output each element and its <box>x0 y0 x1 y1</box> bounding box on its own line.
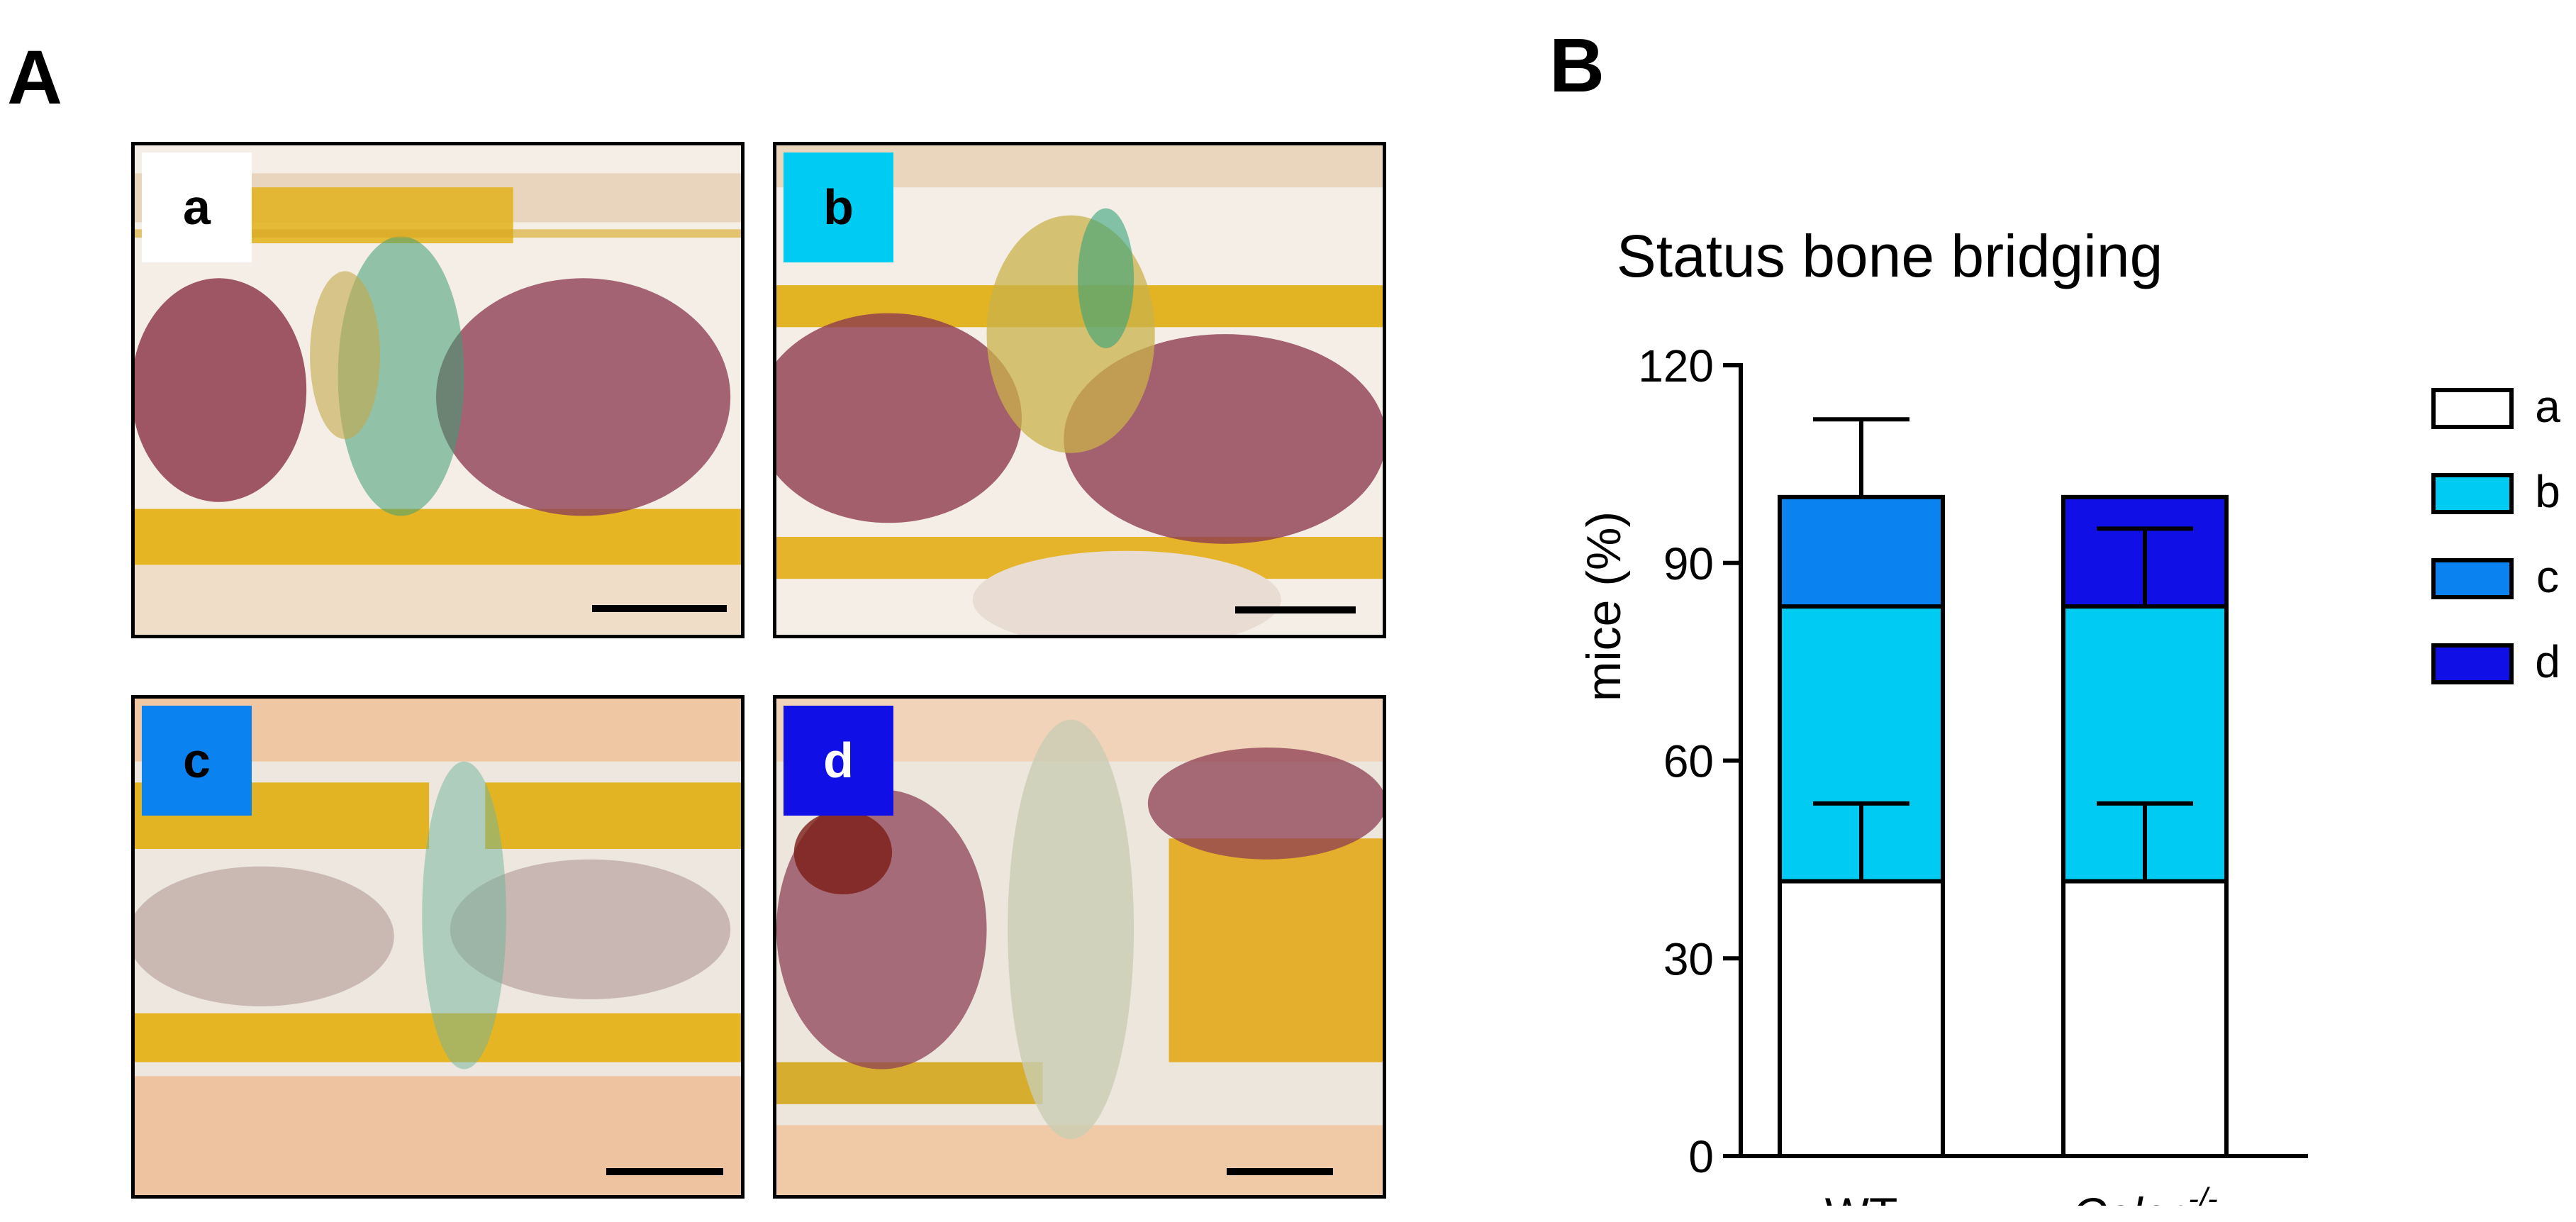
error-bars <box>1813 417 2193 882</box>
micrograph-c-image <box>135 699 741 1195</box>
chart-container: Status bone bridging mice (%) 0 30 60 90 120… <box>1524 199 2567 1222</box>
legend-swatch-a <box>2431 388 2514 429</box>
bars <box>1778 494 2229 1158</box>
micrograph-c-label: c <box>183 733 211 788</box>
micrograph-a: a <box>131 142 745 638</box>
x-tick-label: Calcr-/- <box>2072 1182 2218 1206</box>
micrograph-b: b <box>773 142 1386 638</box>
x-tick-label: WT <box>1825 1188 1898 1206</box>
micrograph-b-image <box>776 145 1383 635</box>
bar-segment-c <box>1778 494 1945 609</box>
legend-label-b: b <box>2535 466 2560 517</box>
y-tick-label: 90 <box>1663 538 1714 589</box>
micrograph-c-scale-bar <box>606 1168 723 1175</box>
legend-swatch-c <box>2431 558 2514 599</box>
y-tick-label: 120 <box>1638 340 1714 391</box>
micrograph-b-tile: b <box>784 152 893 262</box>
micrograph-d-tile: d <box>784 706 893 816</box>
panel-label-b: B <box>1549 22 1605 108</box>
legend-label-d: d <box>2535 636 2560 687</box>
y-axis-label: mice (%) <box>1577 511 1631 701</box>
x-tick-labels: WT Calcr-/- <box>1825 1182 2218 1222</box>
bar-segment-a <box>1778 879 1945 1158</box>
legend-label-c: c <box>2536 551 2559 602</box>
chart-title: Status bone bridging <box>1617 223 2163 289</box>
micrograph-a-label: a <box>183 179 211 235</box>
legend-swatch-d <box>2431 643 2514 684</box>
bar-segment-a <box>2061 879 2229 1158</box>
micrograph-a-image <box>135 145 741 635</box>
y-tick-label: 30 <box>1663 933 1714 984</box>
micrograph-b-scale-bar <box>1235 606 1356 613</box>
micrograph-d-label: d <box>823 733 854 788</box>
bar-chart: Status bone bridging mice (%) 0 30 60 90 120… <box>1577 223 2560 1222</box>
micrograph-d-scale-bar <box>1227 1168 1333 1175</box>
y-tick-label: 60 <box>1663 736 1714 787</box>
micrograph-c: c <box>131 695 745 1199</box>
micrograph-a-tile: a <box>142 152 252 262</box>
micrograph-d: d <box>773 695 1386 1199</box>
panel-label-a: A <box>7 34 62 120</box>
legend-label-a: a <box>2535 381 2560 432</box>
micrograph-c-tile: c <box>142 706 252 816</box>
micrograph-a-scale-bar <box>592 605 727 612</box>
y-tick-label: 0 <box>1688 1131 1714 1182</box>
micrograph-b-label: b <box>823 179 854 235</box>
legend-swatch-b <box>2431 473 2514 514</box>
